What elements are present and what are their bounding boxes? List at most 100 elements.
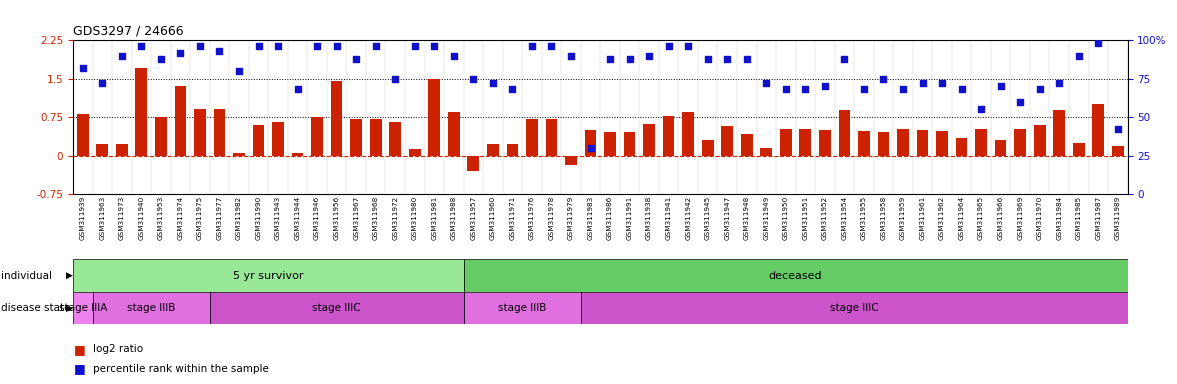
Point	[875, 76, 893, 82]
Bar	[73, 259, 464, 292]
Point	[484, 80, 503, 86]
Bar	[467, 156, 479, 171]
Bar	[292, 153, 304, 156]
Bar	[73, 292, 93, 324]
Point	[737, 56, 756, 62]
Point	[659, 43, 678, 50]
Bar	[760, 148, 772, 156]
Bar	[506, 144, 518, 156]
Bar	[253, 125, 265, 156]
Point	[718, 56, 737, 62]
Point	[600, 56, 619, 62]
Point	[679, 43, 698, 50]
Bar	[644, 124, 654, 156]
Text: individual: individual	[1, 270, 52, 281]
Bar	[917, 130, 929, 156]
Bar	[897, 129, 909, 156]
Bar	[487, 144, 499, 156]
Point	[757, 80, 776, 86]
Point	[1011, 99, 1030, 105]
Bar	[701, 140, 713, 156]
Bar	[194, 109, 206, 156]
Bar	[1112, 146, 1124, 156]
Point	[816, 83, 834, 89]
Bar	[448, 112, 460, 156]
Bar	[565, 156, 577, 165]
Point	[543, 43, 561, 50]
Text: 5 yr survivor: 5 yr survivor	[233, 270, 304, 281]
Bar	[722, 126, 733, 156]
Bar	[331, 81, 343, 156]
Bar	[624, 132, 636, 156]
Point	[93, 80, 112, 86]
Text: stage IIIC: stage IIIC	[312, 303, 361, 313]
Bar	[93, 292, 210, 324]
Bar	[683, 112, 694, 156]
Point	[698, 56, 717, 62]
Bar	[526, 119, 538, 156]
Bar	[956, 137, 967, 156]
Bar	[155, 117, 167, 156]
Bar	[780, 129, 792, 156]
Text: stage IIIB: stage IIIB	[127, 303, 175, 313]
Bar	[604, 132, 616, 156]
Bar	[351, 119, 363, 156]
Point	[952, 86, 971, 93]
Point	[1070, 53, 1089, 59]
Text: stage IIIA: stage IIIA	[59, 303, 107, 313]
Bar	[311, 117, 322, 156]
Bar	[1053, 111, 1065, 156]
Bar	[740, 134, 752, 156]
Bar	[464, 259, 1128, 292]
Bar	[819, 130, 831, 156]
Text: ■: ■	[74, 343, 86, 356]
Point	[347, 56, 366, 62]
Bar	[117, 144, 127, 156]
Text: disease state: disease state	[1, 303, 71, 313]
Bar	[663, 116, 674, 156]
Point	[855, 86, 873, 93]
Bar	[878, 132, 890, 156]
Text: deceased: deceased	[769, 270, 823, 281]
Text: GDS3297 / 24666: GDS3297 / 24666	[73, 25, 184, 38]
Point	[561, 53, 580, 59]
Bar	[799, 129, 811, 156]
Bar	[1073, 143, 1084, 156]
Bar	[233, 153, 245, 156]
Bar	[210, 292, 464, 324]
Point	[1089, 40, 1108, 46]
Text: ■: ■	[74, 362, 86, 375]
Point	[932, 80, 951, 86]
Text: percentile rank within the sample: percentile rank within the sample	[93, 364, 268, 374]
Point	[112, 53, 131, 59]
Point	[288, 86, 307, 93]
Text: stage IIIC: stage IIIC	[830, 303, 878, 313]
Point	[972, 106, 991, 113]
Point	[171, 50, 189, 56]
Point	[777, 86, 796, 93]
Point	[991, 83, 1010, 89]
Bar	[370, 119, 381, 156]
Bar	[936, 131, 947, 156]
Bar	[428, 79, 440, 156]
Text: stage IIIB: stage IIIB	[498, 303, 546, 313]
Point	[191, 43, 210, 50]
Bar	[97, 144, 108, 156]
Bar	[858, 131, 870, 156]
Bar	[546, 119, 557, 156]
Text: log2 ratio: log2 ratio	[93, 344, 144, 354]
Bar	[272, 122, 284, 156]
Point	[210, 48, 228, 54]
Bar	[135, 68, 147, 156]
Point	[425, 43, 444, 50]
Point	[1030, 86, 1049, 93]
Point	[250, 43, 268, 50]
Bar	[995, 140, 1006, 156]
Bar	[976, 129, 988, 156]
Point	[307, 43, 326, 50]
Point	[73, 65, 92, 71]
Text: ▶: ▶	[66, 271, 73, 280]
Point	[913, 80, 932, 86]
Point	[386, 76, 405, 82]
Point	[405, 43, 424, 50]
